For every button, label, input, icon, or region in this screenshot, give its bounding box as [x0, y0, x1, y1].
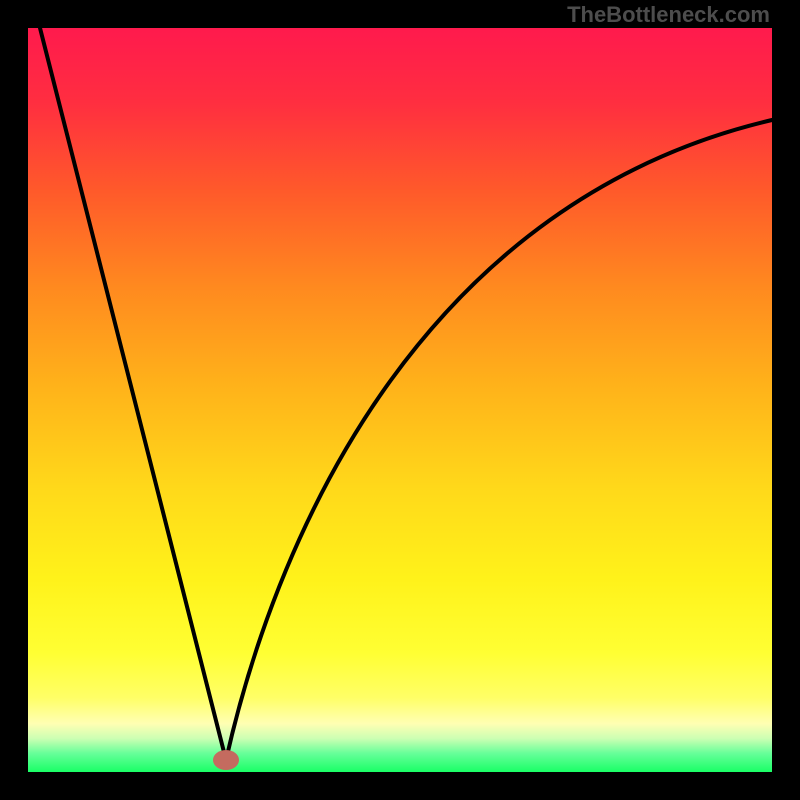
watermark-text: TheBottleneck.com: [567, 2, 770, 28]
chart-container: TheBottleneck.com: [0, 0, 800, 800]
optimal-point-marker: [213, 750, 239, 770]
bottleneck-curve: [0, 0, 800, 800]
